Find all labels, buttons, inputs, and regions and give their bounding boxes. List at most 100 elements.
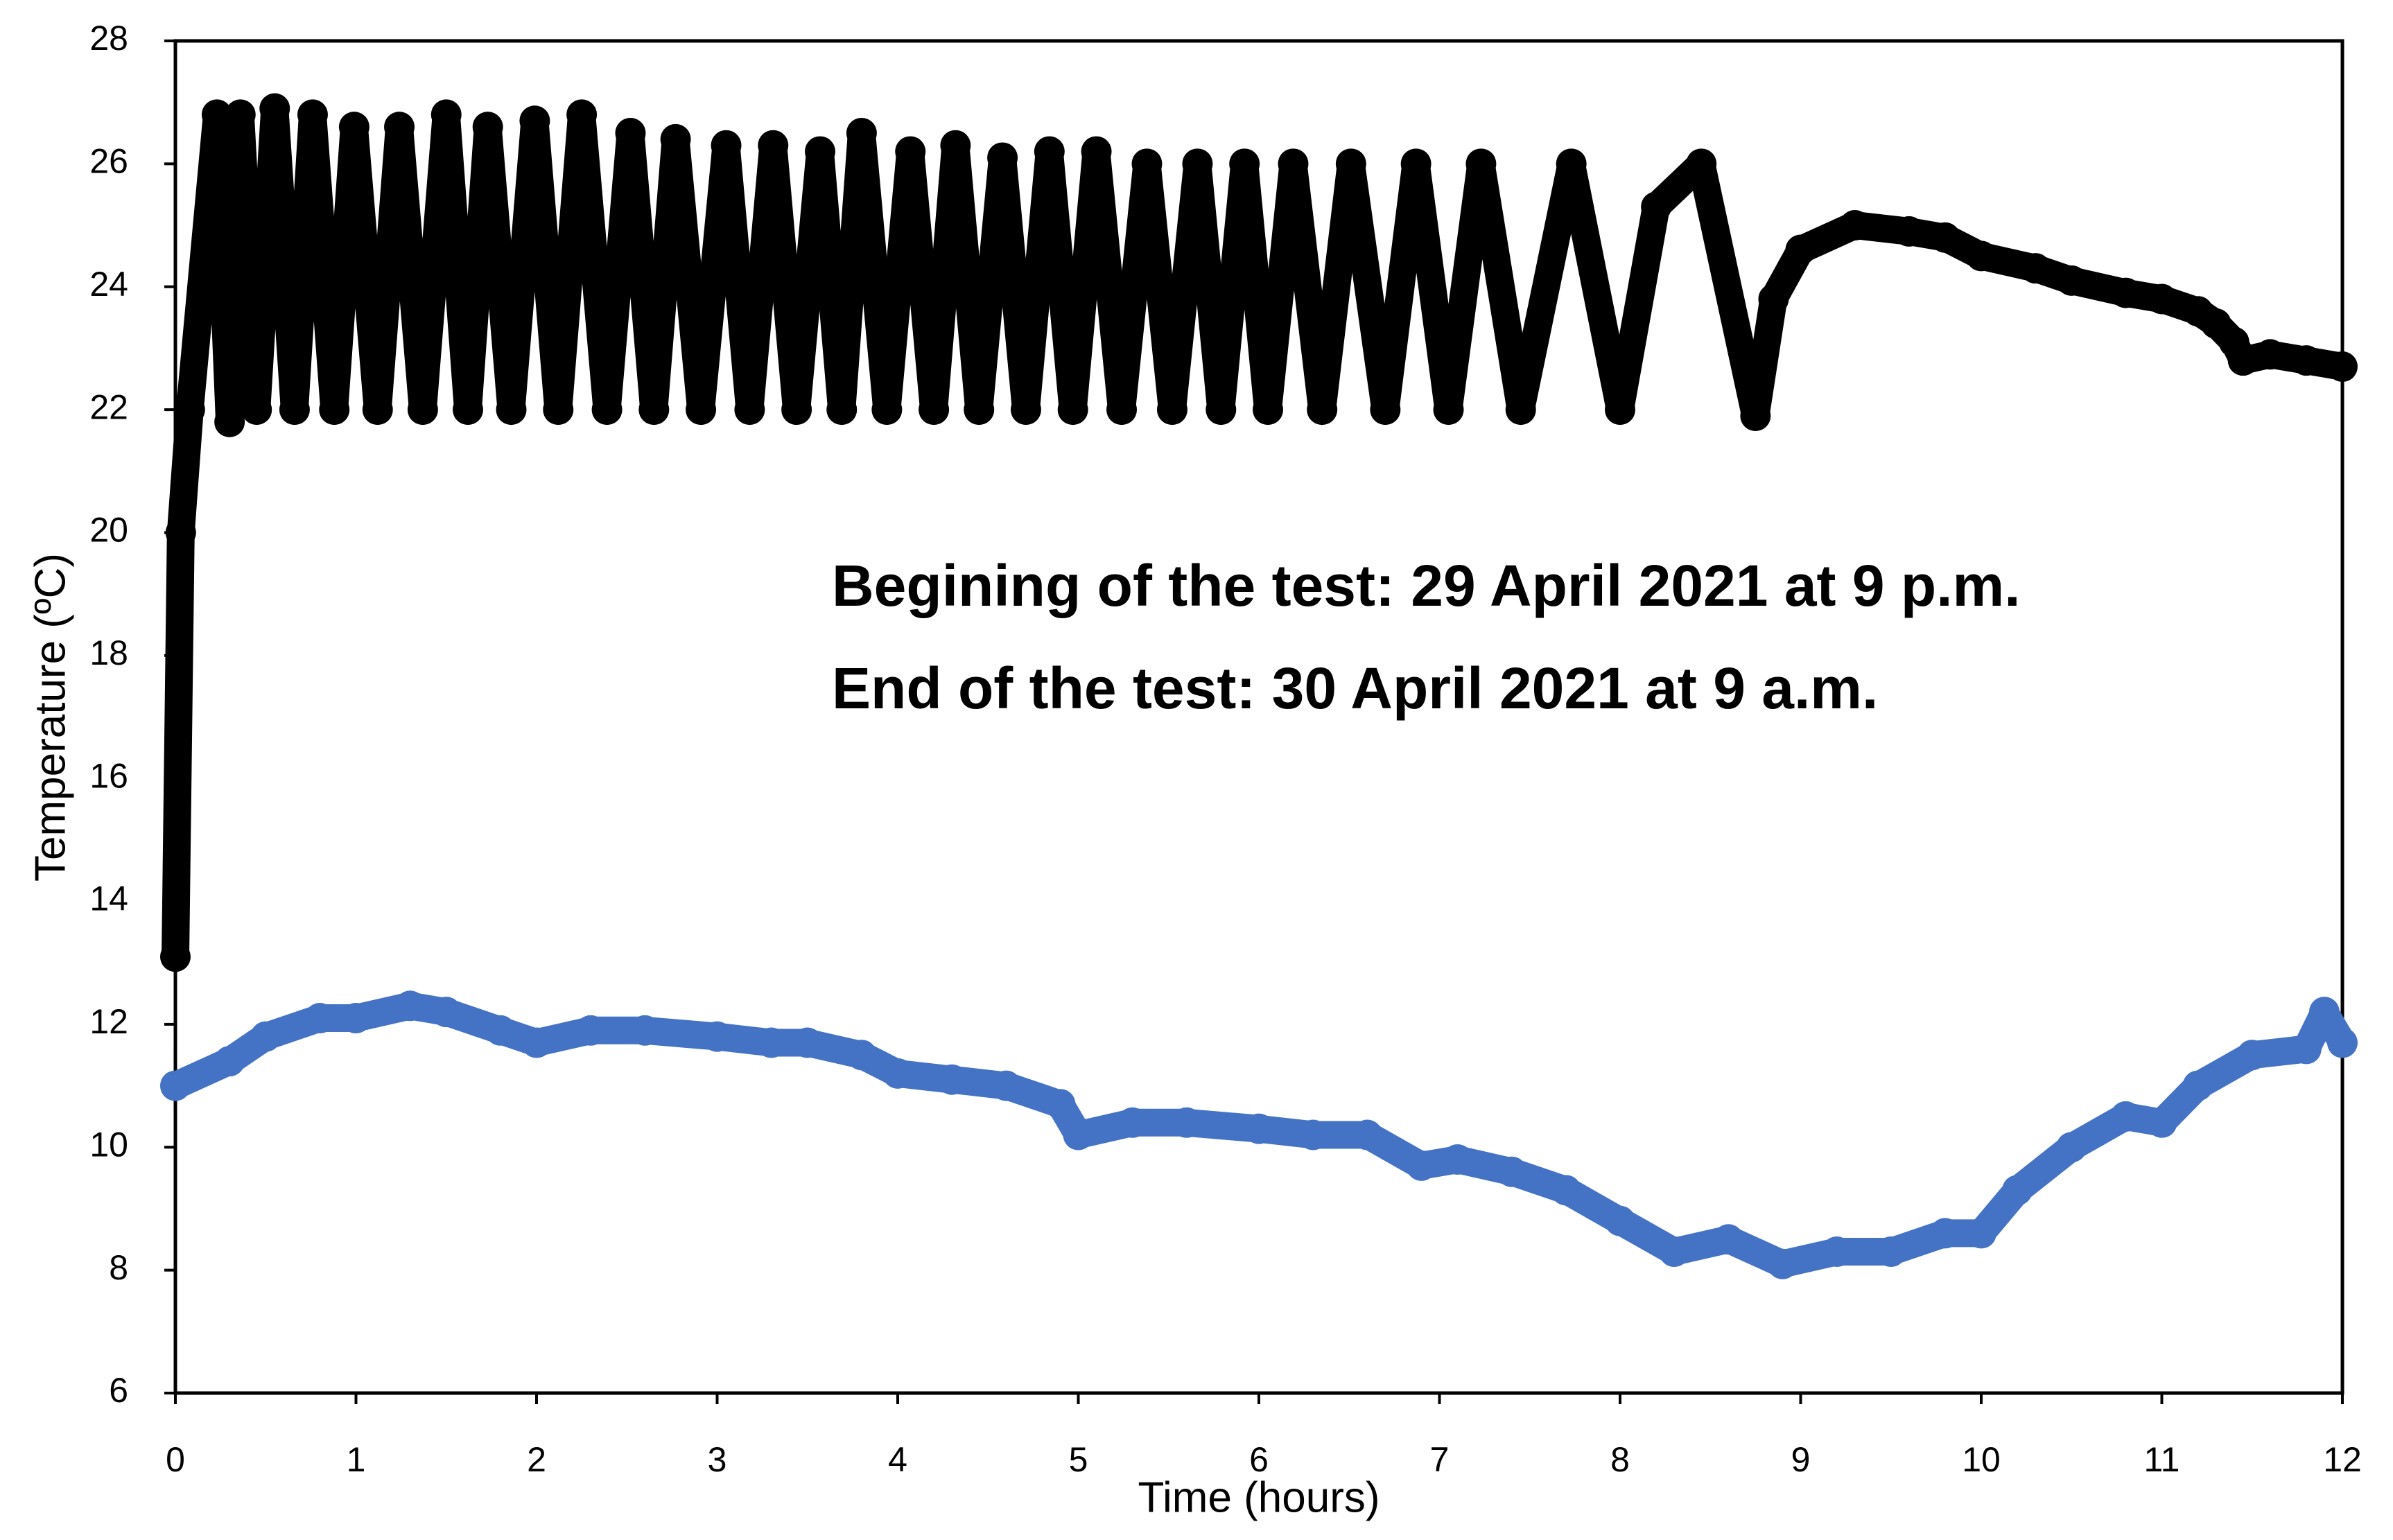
marker [1406,1150,1437,1181]
marker [1442,1144,1473,1175]
x-tick-label: 12 [2323,1440,2362,1479]
marker [2227,345,2259,376]
marker [2110,1101,2141,1132]
series-trace [162,94,2356,971]
marker [485,1015,516,1046]
marker [340,1003,372,1034]
marker [394,990,426,1022]
marker [430,997,462,1028]
marker [1929,1218,1960,1249]
marker [1063,1119,1094,1150]
marker [792,1027,823,1058]
y-tick-label: 26 [89,142,128,181]
marker [846,1040,877,1071]
marker [1758,283,1789,315]
marker [1229,148,1260,180]
annotation: End of the test: 30 April 2021 at 9 a.m. [832,656,1878,721]
y-tick-label: 10 [89,1125,128,1164]
marker [1550,1175,1581,1206]
marker [1352,1119,1383,1150]
marker [338,112,369,143]
marker [1370,394,1401,426]
marker [1182,148,1213,180]
marker [1156,394,1187,426]
marker [1713,1224,1744,1255]
marker [629,1015,661,1046]
marker [2056,265,2087,296]
x-tick-label: 5 [1069,1440,1088,1479]
marker [1605,394,1635,426]
marker [297,99,328,130]
marker [1496,1156,1527,1187]
marker [2308,997,2340,1028]
marker [591,394,623,426]
marker [2020,253,2051,284]
marker [279,394,310,426]
marker [919,394,950,426]
marker [453,394,484,426]
marker [566,99,598,130]
marker [804,136,835,167]
marker [781,394,812,426]
marker [711,130,742,161]
marker [1929,222,1960,253]
y-axis-title: Temperature (ºC) [26,553,74,882]
marker [964,394,995,426]
marker [1821,1236,1852,1268]
y-tick-label: 22 [89,387,128,426]
x-tick-label: 8 [1610,1440,1630,1479]
marker [407,394,438,426]
marker [702,1021,733,1052]
marker [165,517,196,548]
marker [384,112,415,143]
x-tick-label: 2 [527,1440,546,1479]
marker [1400,148,1432,180]
marker [1966,240,1996,272]
marker [638,394,670,426]
marker [1785,234,1816,265]
marker [1106,394,1138,426]
marker [2327,351,2358,383]
marker [1641,191,1672,222]
marker [758,130,789,161]
marker [362,394,393,426]
marker [1556,148,1587,180]
marker [1010,394,1041,426]
marker [1875,1236,1906,1268]
marker [1057,394,1088,426]
x-tick-label: 9 [1791,1440,1811,1479]
y-tick-label: 14 [89,880,128,918]
marker [2146,283,2177,315]
marker [2146,1107,2177,1138]
marker [2002,1175,2033,1206]
marker [1206,394,1237,426]
marker [1505,394,1536,426]
x-axis-title: Time (hours) [1138,1473,1380,1521]
marker [846,118,877,149]
marker [1659,1236,1690,1268]
marker [1081,136,1112,167]
marker [2290,1033,2322,1065]
marker [543,394,574,426]
marker [660,123,691,155]
marker [1117,1107,1148,1138]
marker [519,105,550,137]
marker [1893,216,1924,247]
marker [615,118,646,149]
marker [686,394,717,426]
x-tick-label: 11 [2144,1440,2180,1479]
marker [2254,339,2286,370]
marker [1171,1107,1202,1138]
marker [1335,148,1366,180]
marker [2182,1070,2213,1101]
marker [430,99,462,130]
marker [1839,210,1870,241]
y-tick-label: 18 [89,633,128,672]
y-tick-label: 16 [89,756,128,795]
marker [1605,1205,1635,1236]
marker [940,130,971,161]
marker [2327,1027,2358,1058]
x-tick-label: 1 [347,1440,366,1479]
